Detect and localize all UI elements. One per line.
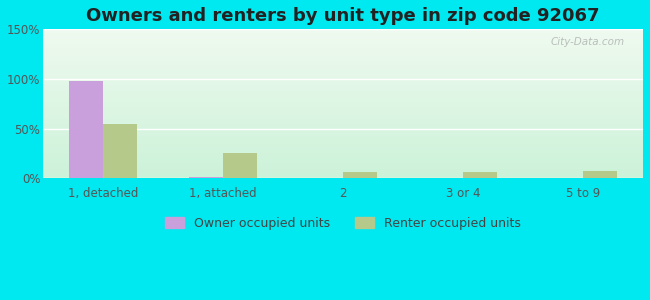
Bar bbox=[103, 124, 136, 178]
Bar bbox=[463, 172, 497, 178]
Bar bbox=[190, 177, 223, 178]
Bar bbox=[70, 81, 103, 178]
Bar bbox=[343, 172, 376, 178]
Bar bbox=[223, 154, 257, 178]
Bar bbox=[583, 171, 617, 178]
Legend: Owner occupied units, Renter occupied units: Owner occupied units, Renter occupied un… bbox=[161, 212, 526, 235]
Text: City-Data.com: City-Data.com bbox=[551, 37, 625, 47]
Title: Owners and renters by unit type in zip code 92067: Owners and renters by unit type in zip c… bbox=[86, 7, 600, 25]
